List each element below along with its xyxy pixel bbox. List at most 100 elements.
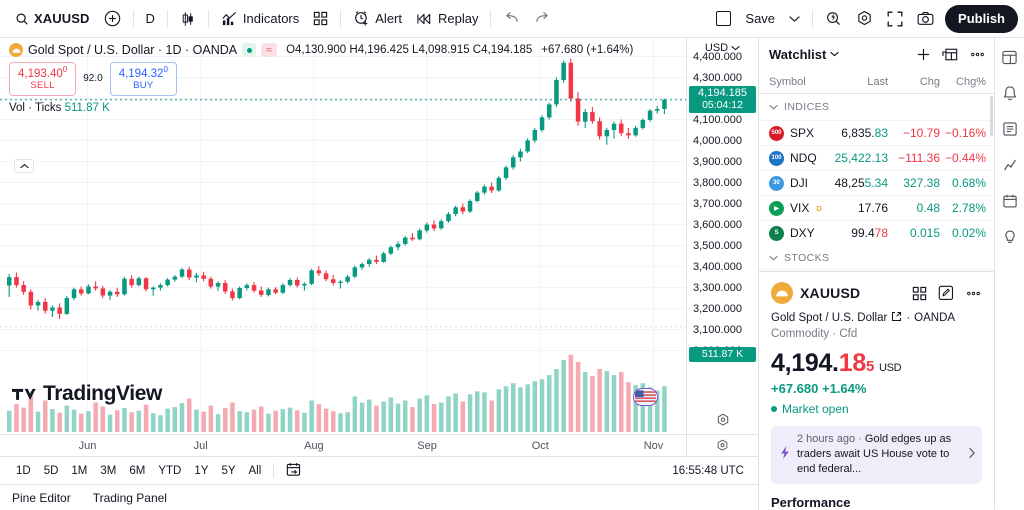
indicators-label: Indicators: [242, 11, 300, 26]
watchlist-group-stocks[interactable]: STOCKS: [759, 245, 994, 271]
range-3m[interactable]: 3M: [100, 464, 117, 477]
quick-search-button[interactable]: [818, 5, 849, 33]
trade-buttons-row: 4,193.400 SELL 92.0 4,194.320 BUY: [9, 62, 633, 96]
news-card[interactable]: 2 hours ago · Gold edges up as traders a…: [771, 426, 982, 484]
goto-date-button[interactable]: [280, 459, 308, 483]
watchlist-add-button[interactable]: [914, 45, 932, 63]
price-tick: 4,000.000: [693, 134, 742, 147]
settings-button[interactable]: [849, 5, 880, 33]
rail-data-window-icon[interactable]: [999, 118, 1021, 140]
symbol-details-panel: XAUUSD: [759, 271, 994, 510]
watchlist-columns-button[interactable]: [941, 45, 959, 63]
rail-alerts-icon[interactable]: [999, 82, 1021, 104]
undo-button[interactable]: [496, 5, 527, 33]
details-grid-button[interactable]: [910, 284, 928, 302]
row-symbol-label: DJI: [790, 176, 808, 190]
watchlist-row[interactable]: 500 SPX 6,835.83 −10.79 −0.16%: [759, 120, 994, 145]
external-link-icon[interactable]: [891, 311, 902, 325]
range-1y[interactable]: 1Y: [194, 464, 209, 477]
spread-value: 92.0: [83, 73, 103, 85]
range-5d[interactable]: 5D: [43, 464, 59, 477]
currency-selector[interactable]: USD: [687, 38, 758, 58]
range-5y[interactable]: 5Y: [221, 464, 236, 477]
column-chg[interactable]: Chg: [919, 75, 940, 88]
right-rail: [995, 38, 1024, 510]
chart-clock: 16:55:48 UTC: [672, 464, 744, 477]
redo-button[interactable]: [527, 5, 558, 33]
sell-button[interactable]: 4,193.400 SELL: [9, 62, 77, 96]
rail-watchlist-icon[interactable]: [999, 46, 1021, 68]
price-tick: 3,800.000: [693, 176, 742, 189]
save-menu-button[interactable]: [782, 5, 807, 33]
column-chgp[interactable]: Chg%: [956, 75, 986, 88]
right-panel: Watchlist: [759, 38, 995, 510]
rail-ideas-icon[interactable]: [999, 226, 1021, 248]
chevron-down-icon: [769, 105, 778, 110]
symbol-search-button[interactable]: XAUUSD: [8, 5, 97, 33]
watchlist-scrollbar[interactable]: [990, 96, 993, 136]
symbol-logo-icon: 500: [769, 125, 784, 141]
indicators-button[interactable]: Indicators: [214, 5, 306, 33]
countdown-value: 05:04:12: [702, 99, 743, 112]
range-ytd[interactable]: YTD: [158, 464, 182, 477]
magnet-search-icon: [825, 10, 842, 27]
watchlist-row[interactable]: 30 DJI 48,255.34 327.38 0.68%: [759, 170, 994, 195]
add-symbol-button[interactable]: [97, 5, 128, 33]
column-last[interactable]: Last: [867, 75, 888, 88]
snapshot-button[interactable]: [910, 5, 941, 33]
interval-label: D: [145, 11, 155, 26]
watchlist-row[interactable]: ▶ VIX D 17.76 0.48 2.78%: [759, 195, 994, 220]
price-scale-settings-button[interactable]: [716, 413, 730, 430]
row-change-cell: 0.015: [909, 226, 940, 240]
details-market-status: Market open: [771, 402, 982, 416]
hex-settings-icon: [717, 439, 728, 451]
row-change-percent-cell: 0.02%: [951, 226, 986, 240]
chart-canvas[interactable]: Gold Spot / U.S. Dollar · 1D · OANDA ≈ O…: [0, 38, 686, 434]
details-edit-button[interactable]: [937, 284, 955, 302]
toolbar-divider: [207, 9, 209, 28]
toolbar-divider: [166, 9, 168, 28]
watchlist-row[interactable]: S DXY 99.478 0.015 0.02%: [759, 220, 994, 245]
column-symbol[interactable]: Symbol: [769, 75, 806, 88]
chevron-right-icon[interactable]: [968, 447, 976, 462]
rail-hotlist-icon[interactable]: [999, 154, 1021, 176]
layout-button[interactable]: [709, 5, 738, 33]
time-axis-settings-button[interactable]: [686, 435, 758, 456]
alert-button[interactable]: Alert: [346, 5, 409, 33]
details-more-button[interactable]: [964, 284, 982, 302]
us-flag-badge[interactable]: [633, 388, 658, 406]
save-button[interactable]: Save: [738, 5, 782, 33]
details-exchange: OANDA: [914, 312, 956, 324]
tab-trading-panel[interactable]: Trading Panel: [92, 490, 167, 505]
range-1m[interactable]: 1M: [71, 464, 88, 477]
hex-settings-icon: [717, 413, 728, 426]
symbol-logo-icon: 30: [769, 175, 784, 191]
templates-button[interactable]: [306, 5, 335, 33]
publish-button[interactable]: Publish: [945, 4, 1018, 33]
range-6m[interactable]: 6M: [129, 464, 146, 477]
price-scale[interactable]: USD 4,400.000 4,300.000 4,100.000 4,000.000…: [686, 38, 758, 434]
row-symbol-label: NDQ: [790, 151, 817, 165]
replay-button[interactable]: Replay: [409, 5, 485, 33]
time-axis[interactable]: Jun Jul Aug Sep Oct Nov: [0, 434, 758, 456]
watchlist-more-button[interactable]: [968, 45, 986, 63]
chart-style-button[interactable]: [173, 5, 203, 33]
buy-button[interactable]: 4,194.320 BUY: [109, 62, 177, 96]
time-tick: Jul: [193, 440, 208, 452]
interval-button[interactable]: D: [139, 5, 162, 33]
details-price-sup: 5: [865, 358, 874, 375]
price-tick: 3,100.000: [693, 323, 742, 336]
range-all[interactable]: All: [248, 464, 262, 477]
watchlist-rows[interactable]: INDICES 500 SPX 6,835.83 −10.79 −0.16% 100 NDQ 2…: [759, 94, 994, 271]
watchlist-title-button[interactable]: Watchlist: [769, 47, 839, 62]
rail-calendar-icon[interactable]: [999, 190, 1021, 212]
fullscreen-button[interactable]: [880, 5, 910, 33]
watchlist-header: Watchlist: [759, 38, 994, 70]
details-market-status-label: Market open: [782, 402, 849, 416]
watchlist-row[interactable]: 100 NDQ 25,422.13 −111.36 −0.44%: [759, 145, 994, 170]
collapse-pane-button[interactable]: [14, 159, 34, 173]
chart-svg: [0, 38, 686, 434]
tab-pine-editor[interactable]: Pine Editor: [12, 490, 71, 505]
range-1d[interactable]: 1D: [16, 464, 31, 477]
watchlist-group-indices[interactable]: INDICES: [759, 94, 994, 120]
